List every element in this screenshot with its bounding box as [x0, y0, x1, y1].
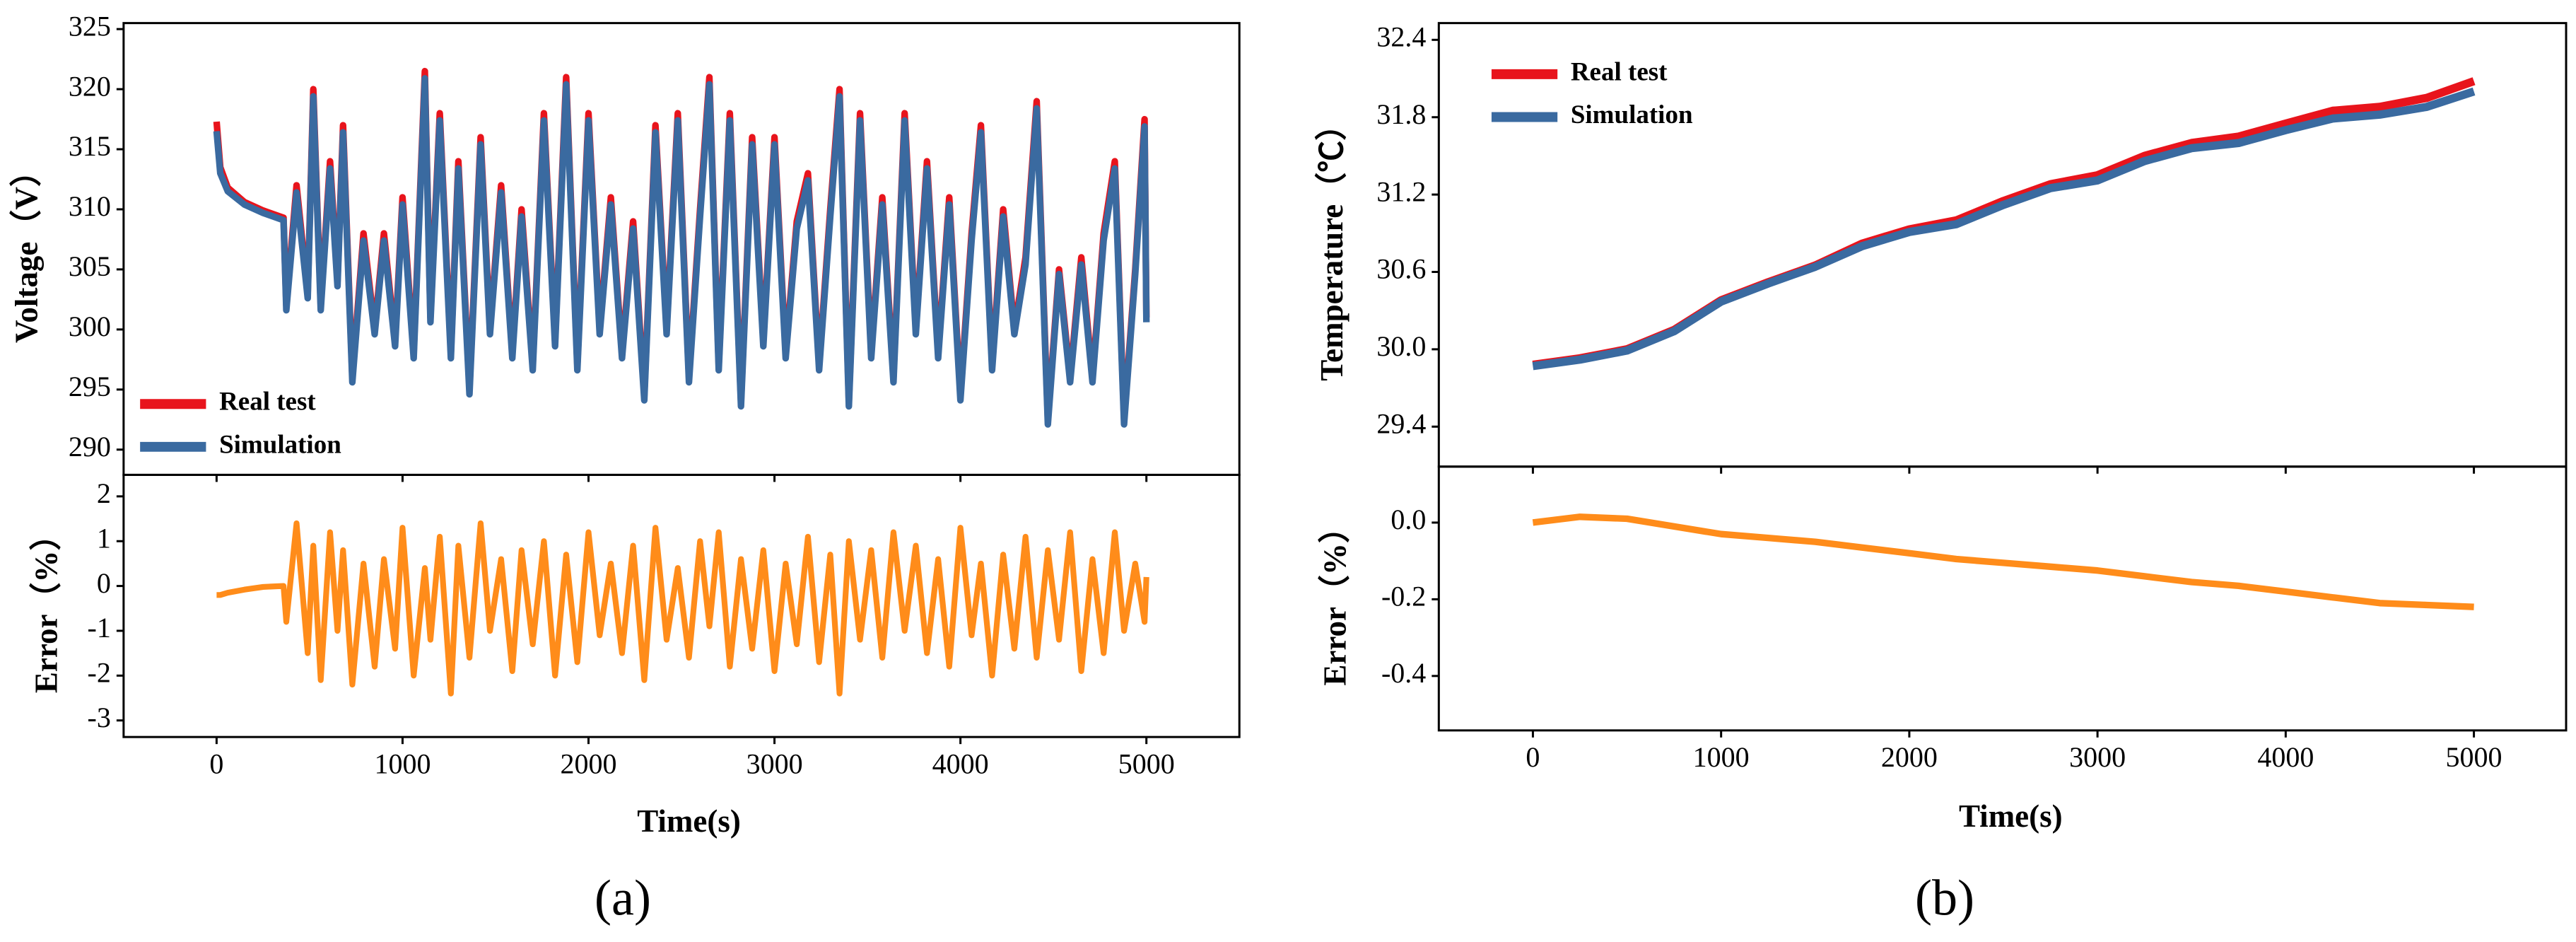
series-line	[1532, 513, 2474, 610]
y-tick-label: 315	[69, 130, 111, 162]
y-tick-label: -3	[88, 702, 111, 733]
legend-label: Real test	[219, 388, 316, 417]
y-tick-label: 32.4	[1376, 21, 1426, 53]
x-tick-label: 4000	[2257, 741, 2314, 773]
legend-label: Real test	[1571, 57, 1668, 86]
x-tick-label: 3000	[2069, 741, 2126, 773]
x-tick-label: 0	[1526, 741, 1540, 773]
y-tick-label: 30.0	[1376, 330, 1426, 362]
x-axis-label: Time(s)	[637, 803, 741, 839]
y-tick-label: 0.0	[1391, 504, 1426, 535]
y-tick-label: 295	[69, 371, 111, 402]
y-tick-label: -0.2	[1381, 581, 1426, 612]
x-tick-label: 1000	[374, 748, 431, 779]
y-tick-label: 2	[97, 477, 111, 509]
x-tick-label: 0	[209, 748, 223, 779]
axes-frame	[1437, 465, 2568, 732]
plot-area	[1532, 513, 2474, 610]
y-tick-label: 325	[69, 10, 111, 42]
y-tick-label: 1	[97, 522, 111, 554]
x-axis-label: Time(s)	[1959, 798, 2063, 834]
y-tick-label: 320	[69, 70, 111, 102]
y-tick-label: -0.4	[1381, 657, 1426, 689]
y-tick-label: 290	[69, 431, 111, 463]
y-tick-label: 31.8	[1376, 98, 1426, 130]
y-tick-label: 31.2	[1376, 175, 1426, 207]
y-tick-label: -1	[88, 612, 111, 644]
x-tick-label: 1000	[1693, 741, 1750, 773]
legend-label: Simulation	[219, 430, 341, 459]
y-axis-label: Error（%）	[28, 518, 64, 693]
x-tick-label: 5000	[2446, 741, 2502, 773]
x-tick-label: 2000	[1881, 741, 1938, 773]
series-line	[213, 75, 1150, 428]
y-tick-label: 29.4	[1376, 407, 1426, 439]
plot-area	[213, 67, 1150, 428]
y-axis-label: Voltage（V）	[8, 155, 44, 343]
axes-frame	[122, 473, 1241, 738]
plot-area	[1532, 77, 2476, 371]
plot-area	[216, 520, 1149, 697]
x-tick-label: 5000	[1118, 748, 1175, 779]
y-tick-label: 300	[69, 310, 111, 342]
y-tick-label: 305	[69, 250, 111, 282]
x-tick-label: 3000	[747, 748, 803, 779]
series-line	[1532, 87, 2476, 371]
caption: (b)	[1915, 870, 1974, 926]
caption: (a)	[595, 870, 651, 926]
y-tick-label: 30.6	[1376, 253, 1426, 285]
y-tick-label: -2	[88, 657, 111, 689]
series-line	[216, 520, 1149, 697]
y-tick-label: 0	[97, 567, 111, 599]
x-tick-label: 2000	[561, 748, 617, 779]
legend-label: Simulation	[1571, 100, 1693, 129]
y-axis-label: Error（%）	[1317, 511, 1352, 686]
x-tick-label: 4000	[932, 748, 989, 779]
y-tick-label: 310	[69, 190, 111, 222]
y-axis-label: Temperature（℃）	[1314, 109, 1350, 381]
axes-frame	[1437, 22, 2568, 468]
